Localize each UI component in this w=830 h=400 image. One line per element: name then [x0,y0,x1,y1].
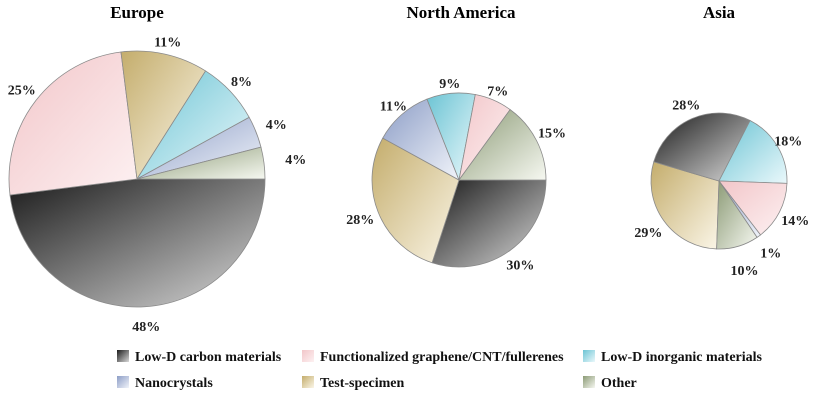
pie-label-asia-test-specimen: 29% [634,226,662,241]
pie-slice-asia-functionalized-graphene-cnt-fullerenes [718,180,788,236]
pie-label-north-america-low-d-inorganic-materials: 9% [439,77,460,92]
legend-label-low-d-carbon: Low-D carbon materials [135,350,282,365]
pie-label-north-america-test-specimen: 28% [346,213,374,228]
pie-label-north-america-nanocrystals: 11% [380,100,407,115]
legend-swatch-functionalized [302,350,314,362]
pie-label-europe-other: 4% [285,153,306,168]
legend-label-nanocrystals: Nanocrystals [135,376,213,391]
pie-label-europe-test-specimen: 11% [154,36,181,51]
pie-slice-europe-low-d-carbon-materials [9,178,266,308]
pie-slice-europe-other [136,146,266,180]
pie-label-asia-other: 10% [731,264,759,279]
pie-slice-north-america-test-specimen [371,137,460,264]
pie-label-asia-low-d-carbon-materials: 28% [672,99,700,114]
pie-title-asia: Asia [703,3,736,22]
pie-label-europe-nanocrystals: 4% [266,118,287,133]
legend-swatch-nanocrystals [117,376,129,388]
legend-label-other: Other [601,376,637,391]
pie-slice-europe-functionalized-graphene-cnt-fullerenes [8,51,138,196]
pie-title-north-america: North America [406,3,516,22]
pie-slice-asia-other [716,179,758,250]
pie-title-europe: Europe [110,3,164,22]
pie-label-europe-functionalized-graphene-cnt-fullerenes: 25% [8,84,36,99]
legend-swatch-test-specimen [302,376,314,388]
pie-label-north-america-functionalized-graphene-cnt-fullerenes: 7% [487,85,508,100]
pie-label-asia-low-d-inorganic-materials: 18% [774,134,802,149]
pie-label-north-america-low-d-carbon-materials: 30% [506,259,534,274]
legend-label-test-specimen: Test-specimen [320,376,404,391]
legend: Low-D carbon materials Functionalized gr… [117,350,763,391]
legend-label-low-d-inorganic: Low-D inorganic materials [601,350,763,365]
pie-slice-north-america-low-d-carbon-materials [431,179,547,268]
legend-label-functionalized: Functionalized graphene/CNT/fullerenes [320,350,564,365]
pie-slice-north-america-other [458,109,547,181]
pie-label-europe-low-d-carbon-materials: 48% [132,320,160,335]
pie-label-asia-functionalized-graphene-cnt-fullerenes: 14% [781,214,809,229]
pie-slice-asia-test-specimen [650,161,720,250]
pie-slice-europe-test-specimen [120,50,207,181]
pie-label-asia-nanocrystals: 1% [760,247,781,262]
pie-label-europe-low-d-inorganic-materials: 8% [231,75,252,90]
legend-swatch-other [583,376,595,388]
legend-swatch-low-d-carbon [117,350,129,362]
pie-slice-asia-low-d-inorganic-materials [718,119,788,184]
pie-label-north-america-other: 15% [538,127,566,142]
legend-swatch-low-d-inorganic [583,350,595,362]
pie-slice-asia-low-d-carbon-materials [653,112,751,182]
pie-europe: Europe 48% 25% 11% 8% 4% 4% [8,3,307,335]
pie-north-america: North America 30% 28% 11% 9% 7% 15% [346,3,566,274]
pie-asia: Asia 29% 28% 18% 14% 1%10% [634,3,809,279]
